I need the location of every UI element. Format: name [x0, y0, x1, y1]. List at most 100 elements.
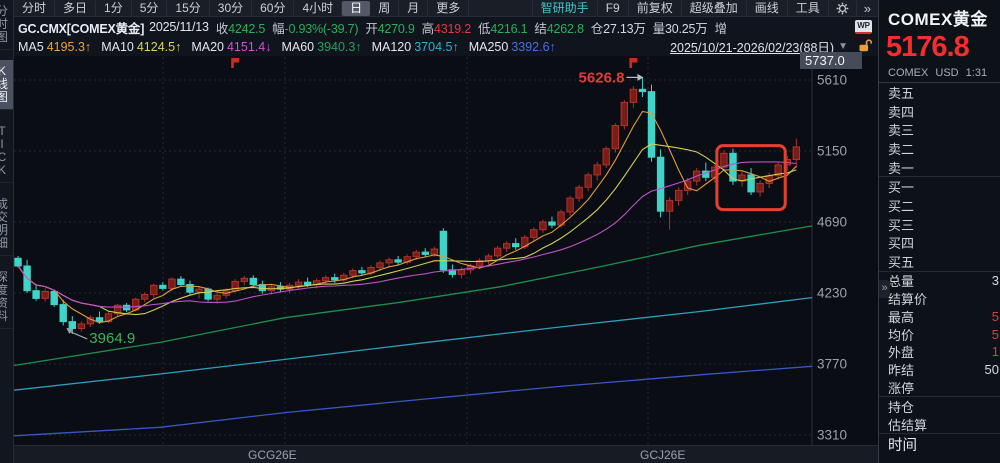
bid-ladder: 买一买二买三买四买五: [879, 177, 1000, 270]
timeframe-30分[interactable]: 30分: [210, 0, 253, 16]
bid-row-买二[interactable]: 买二: [888, 198, 915, 214]
candle-body: [177, 278, 185, 286]
ask-row-卖三[interactable]: 卖三: [888, 123, 915, 139]
candle-body: [530, 229, 538, 238]
chart-canvas[interactable]: 5626.8 3964.9 5610 5150 4690 4230 3770 3310: [13, 56, 878, 445]
left-tab-成交明细[interactable]: 成 交 明 细: [0, 193, 13, 256]
ma-value: 4151.4↓: [226, 39, 272, 54]
stat-label: 均价: [888, 327, 915, 343]
left-tab-TICK[interactable]: T I C K: [0, 120, 13, 183]
y-axis-label: 5150: [817, 144, 847, 159]
toolbar-more-icon[interactable]: »: [855, 0, 878, 16]
left-tab-K线图[interactable]: K 线 图: [0, 60, 13, 110]
stat-label: 持仓: [888, 399, 915, 415]
ma-label: MA120: [371, 39, 412, 54]
toolbar-button-超级叠加[interactable]: 超级叠加: [680, 0, 746, 16]
candle-body: [159, 284, 167, 289]
y-axis-label: 4690: [817, 215, 847, 230]
field-收: 收4242.5: [216, 18, 266, 37]
toolbar-button-工具[interactable]: 工具: [786, 0, 828, 16]
field-label: 仓: [590, 21, 604, 36]
timeframe-周[interactable]: 周: [370, 0, 400, 16]
left-tab-label: 分 时 图: [0, 5, 9, 44]
y-axis-label: 4230: [817, 286, 847, 301]
timeframe-60分[interactable]: 60分: [252, 0, 295, 16]
candle-body: [584, 174, 592, 188]
timeframe-15分[interactable]: 15分: [167, 0, 210, 16]
wind-wp-icon[interactable]: WP: [855, 20, 872, 34]
field-仓: 仓27.13万: [591, 18, 646, 37]
candle-body: [113, 304, 122, 315]
event-flag-icon: [231, 58, 240, 68]
left-tab-深度资料[interactable]: 深 度 资 料: [0, 266, 13, 329]
candle-body: [249, 277, 258, 285]
toolbar-button-画线[interactable]: 画线: [745, 0, 787, 16]
candle-body: [349, 270, 357, 276]
bid-row-买五[interactable]: 买五: [888, 255, 915, 271]
candle-body: [729, 152, 737, 182]
stat-label: 昨结: [888, 363, 915, 379]
stat-label: 估结算: [888, 417, 928, 433]
timeframe-分时[interactable]: 分时: [14, 0, 56, 16]
candle-body: [50, 291, 58, 306]
symbol-label: GC.CMX[COMEX黄金]: [18, 21, 145, 36]
timeframe-更多[interactable]: 更多: [428, 0, 470, 16]
stat-row-结算价: 结算价: [879, 290, 1000, 308]
dropdown-caret-icon[interactable]: ▼: [838, 41, 848, 52]
toolbar-button-前复权[interactable]: 前复权: [627, 0, 681, 16]
stat-value: 3: [991, 273, 999, 289]
left-tab-label: 深 度 资 料: [0, 271, 9, 323]
timeframe-4小时[interactable]: 4小时: [294, 0, 343, 16]
bid-row-买一[interactable]: 买一: [888, 180, 915, 196]
stat-row-总量: 总量 3: [879, 272, 1000, 290]
ma10-line: [17, 143, 797, 316]
candle-body: [638, 88, 647, 93]
ma20-line: [17, 161, 797, 308]
left-tab-label: T I C K: [0, 125, 6, 177]
high-price-label: 5626.8: [579, 69, 625, 86]
quote-panel: COMEX黄金 5176.8 COMEX USD 1:31 卖五 卖四 卖三 卖二 卖一…: [878, 0, 1000, 463]
bid-row-买三[interactable]: 买三: [888, 217, 915, 233]
candle-body: [186, 284, 194, 293]
candle-body: [385, 259, 393, 264]
ma-legend-MA250: MA250 3392.6↑: [469, 40, 556, 54]
field-结: 结4262.8: [534, 18, 584, 37]
panel-expander-icon[interactable]: »: [879, 280, 890, 298]
time-row: 时间: [888, 437, 917, 454]
instrument-name: COMEX黄金: [888, 10, 988, 29]
candle-body: [765, 175, 773, 184]
candlestick-chart[interactable]: 5626.8 3964.9 5610 5150 4690 4230 3770 3310: [13, 56, 878, 445]
timeframe-5分[interactable]: 5分: [132, 0, 168, 16]
candle-body: [675, 189, 683, 201]
stat-row-估结算: 估结算: [879, 415, 1000, 433]
field-幅: 幅-0.93%(-39.7): [272, 18, 358, 37]
candle-body: [593, 164, 601, 176]
y-axis-label: 3770: [817, 357, 847, 372]
toolbar-button-F9[interactable]: F9: [596, 0, 628, 16]
bid-row-买四[interactable]: 买四: [888, 236, 915, 252]
quote-date: 2025/11/13: [149, 20, 209, 34]
unlock-icon[interactable]: [858, 38, 873, 55]
left-tab-分时图[interactable]: 分 时 图: [0, 0, 13, 50]
date-range-selector[interactable]: 2025/10/21-2026/02/23(88日): [670, 41, 835, 55]
gear-icon[interactable]: [827, 0, 856, 16]
candle-body: [430, 248, 439, 255]
ask-row-卖二[interactable]: 卖二: [888, 141, 915, 157]
timeframe-多日[interactable]: 多日: [55, 0, 97, 16]
candle-body: [647, 91, 656, 158]
timeframe-月[interactable]: 月: [399, 0, 429, 16]
candle-body: [358, 270, 366, 274]
last-price: 5176.8: [886, 31, 970, 63]
field-低: 低4216.1: [478, 18, 528, 37]
toolbar-button-智研助手[interactable]: 智研助手: [531, 0, 597, 16]
timeframe-1分[interactable]: 1分: [96, 0, 132, 16]
candle-body: [684, 180, 692, 191]
ask-row-卖五[interactable]: 卖五: [888, 85, 915, 101]
ma-bar-right: 2025/10/21-2026/02/23(88日) ▼: [670, 37, 878, 56]
candle-body: [665, 199, 674, 212]
candle-body: [421, 251, 430, 255]
ask-row-卖四[interactable]: 卖四: [888, 104, 915, 120]
candle-body: [756, 182, 764, 193]
ask-row-卖一[interactable]: 卖一: [888, 160, 915, 176]
timeframe-日[interactable]: 日: [342, 0, 371, 16]
